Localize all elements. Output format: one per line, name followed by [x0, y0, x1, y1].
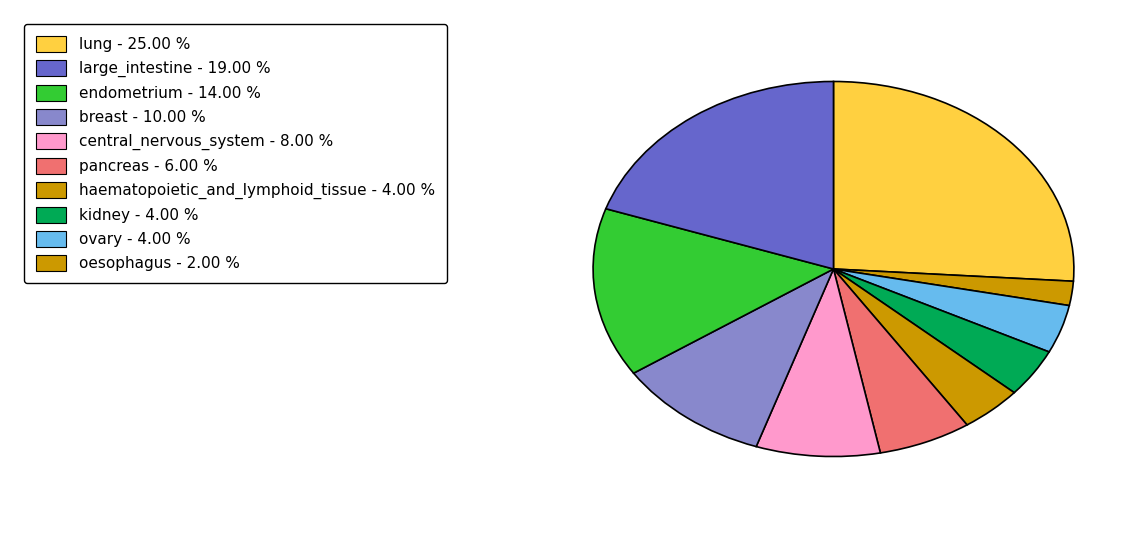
Wedge shape: [634, 269, 833, 447]
Wedge shape: [833, 269, 1049, 393]
Wedge shape: [606, 81, 833, 269]
Legend: lung - 25.00 %, large_intestine - 19.00 %, endometrium - 14.00 %, breast - 10.00: lung - 25.00 %, large_intestine - 19.00 …: [24, 24, 447, 283]
Wedge shape: [756, 269, 880, 457]
Wedge shape: [833, 269, 1074, 306]
Wedge shape: [833, 81, 1074, 281]
Wedge shape: [833, 269, 1069, 352]
Wedge shape: [833, 269, 1014, 425]
Wedge shape: [593, 209, 833, 373]
Wedge shape: [833, 269, 967, 453]
